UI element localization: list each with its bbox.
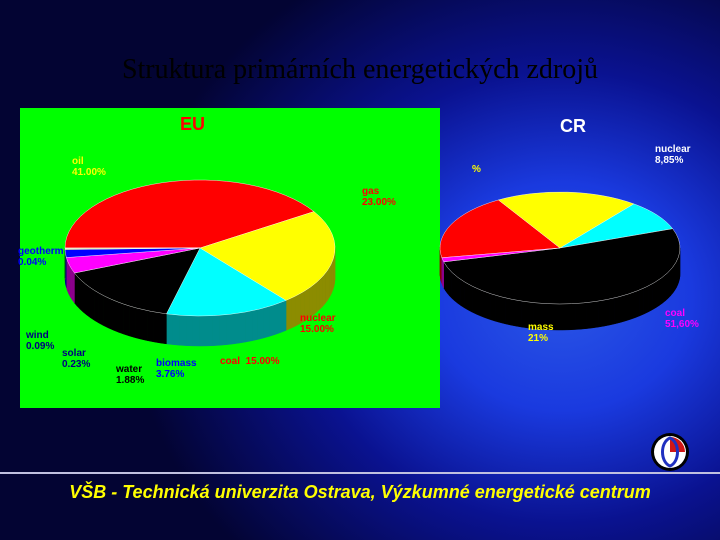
label-wind: wind 0.09% <box>26 330 54 352</box>
label-coal: coal 51,60% <box>665 308 699 330</box>
logo-svg <box>650 432 690 472</box>
vsb-logo <box>650 432 690 472</box>
footer-text: VŠB - Technická univerzita Ostrava, Výzk… <box>0 482 720 503</box>
label-water: water 1.88% <box>116 364 144 386</box>
footer-divider <box>0 472 720 474</box>
page-title: Struktura primárních energetických zdroj… <box>0 54 720 86</box>
eu-chart-title: EU <box>180 114 205 135</box>
eu-chart: EU oil 41.00% gas 23.00% nuclear 15.00% coa… <box>20 108 440 408</box>
label-gas: gas 23.00% <box>362 186 396 208</box>
label-solar: solar 0.23% <box>62 348 90 370</box>
label-nuclear: nuclear 15.00% <box>300 313 336 335</box>
label-coal: coal 15.00% <box>220 356 279 367</box>
label-nuclear: nuclear 8,85% <box>655 144 691 166</box>
label-oil: oil 41.00% <box>72 156 106 178</box>
label-pct: % <box>472 164 481 175</box>
slide: Struktura primárních energetických zdroj… <box>0 0 720 540</box>
label-biomass: mass 21% <box>528 322 554 344</box>
label-geotherm: geotherm 0.04% <box>18 246 64 268</box>
cr-chart: CR nuclear 8,85% coal 51,60% mass 21%% <box>440 108 720 408</box>
label-biomass: biomass 3.76% <box>156 358 197 380</box>
cr-chart-title: CR <box>560 116 586 137</box>
